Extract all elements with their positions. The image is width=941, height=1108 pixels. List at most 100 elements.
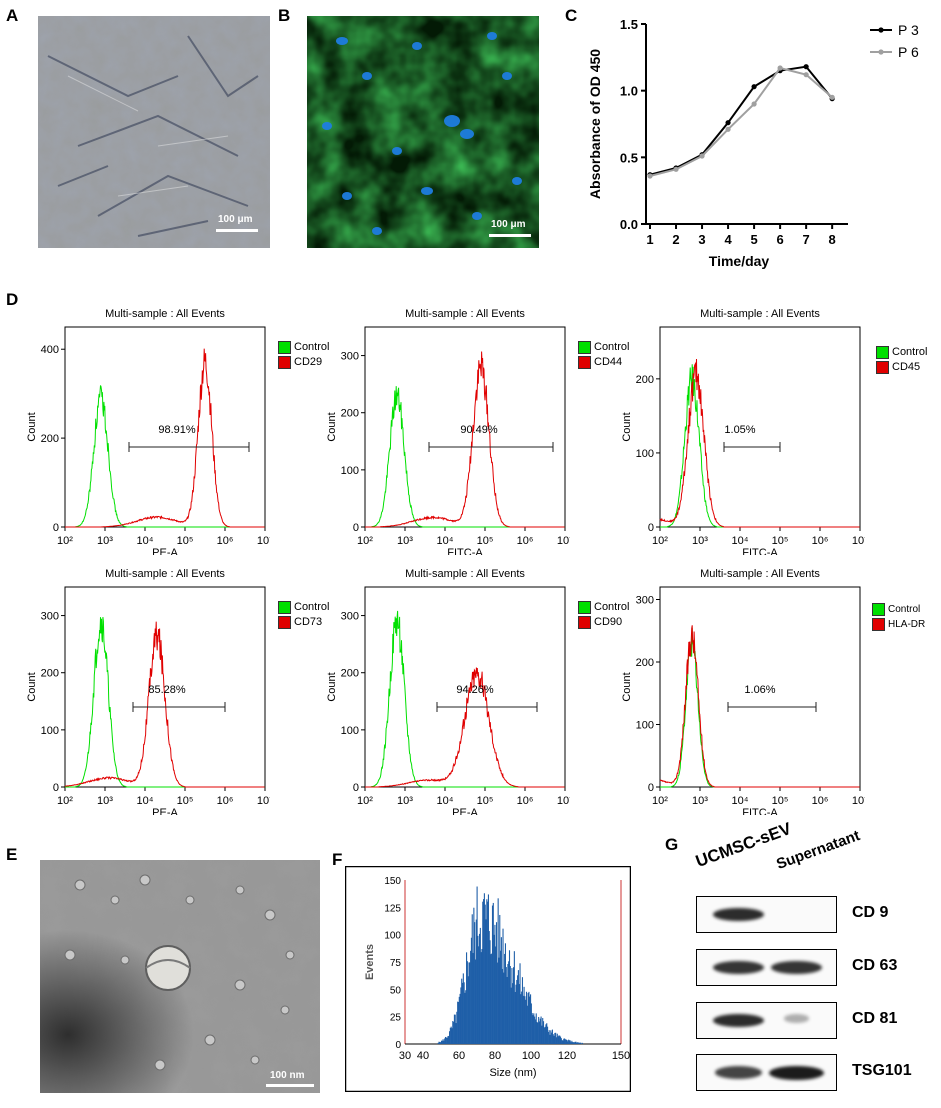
x-axis-label: Size (nm) (489, 1067, 536, 1079)
nta-bar (519, 963, 521, 1044)
nta-bar (514, 991, 516, 1044)
blot-band (783, 1014, 810, 1023)
nta-bar (470, 950, 472, 1044)
x-tick-label: 10³ (97, 795, 113, 807)
y-tick-label: 200 (636, 374, 654, 386)
marker-histogram (659, 358, 860, 528)
histogram-title: Multi-sample : All Events (700, 308, 820, 320)
nta-bar (466, 961, 468, 1044)
nta-bar (542, 1018, 544, 1044)
nta-bar (477, 935, 479, 1044)
x-tick-label: 8 (829, 232, 836, 247)
x-tick-label: 10⁷ (557, 795, 570, 807)
nta-bar (507, 964, 509, 1044)
x-tick-label: 10² (652, 535, 668, 547)
nta-bar (560, 1038, 562, 1044)
x-tick-label: 10⁷ (852, 795, 865, 807)
flow-histogram-hla-dr: Multi-sample : All Events 10² 10³ 10⁴ 10⁵ 10⁶… (621, 568, 865, 815)
blot-label-tsg101: TSG101 (852, 1062, 912, 1079)
nta-bar (524, 996, 526, 1044)
nta-bar (437, 1042, 439, 1044)
nta-bar (508, 961, 510, 1044)
nta-bar (469, 962, 471, 1044)
marker-histogram (365, 667, 565, 788)
legend-label: Control (294, 601, 330, 613)
legend-marker (878, 27, 884, 33)
y-tick-label: 0 (648, 522, 654, 534)
nta-bar (509, 966, 511, 1044)
nta-size-histogram: 0 25 50 75 100 125 150 30 40 60 80 100 120 150 Size (n… (345, 866, 631, 1092)
plot-frame (659, 326, 861, 528)
nta-bar (457, 1001, 459, 1044)
y-tick-label: 100 (41, 725, 59, 737)
nta-bar (516, 979, 518, 1044)
x-axis-label: FITC-A (742, 807, 778, 815)
nta-bar (489, 940, 491, 1044)
x-axis-label: PE-A (452, 807, 478, 815)
nta-bar (487, 901, 489, 1044)
x-tick-label: 10² (57, 535, 73, 547)
flow-histogram-cd44: Multi-sample : All Events 10² 10³ 10⁴ 10⁵ 10⁶… (326, 308, 570, 555)
nta-bar (546, 1023, 548, 1044)
nta-bar (481, 949, 483, 1044)
control-swatch (278, 340, 291, 354)
x-tick-label: 10⁵ (477, 535, 494, 547)
x-tick-label: 4 (724, 232, 732, 247)
y-tick-label: 0.5 (620, 150, 638, 165)
nta-bar (465, 990, 467, 1044)
nta-bar (440, 1040, 443, 1044)
legend-d3: Control CD45 (876, 345, 927, 375)
y-tick-label: 50 (390, 985, 402, 996)
phase-contrast-micrograph: 100 μm (38, 16, 270, 248)
nta-bar (467, 976, 469, 1044)
nta-bar (526, 1005, 528, 1044)
x-tick-label: 10⁵ (772, 535, 789, 547)
flow-histogram-cd73: Multi-sample : All Events 10² 10³ 10⁴ 10⁵ 10⁶… (26, 568, 270, 815)
nta-bar (564, 1039, 566, 1044)
blot-band (769, 1066, 824, 1080)
y-tick-label: 200 (341, 408, 359, 420)
y-axis-label: Count (26, 412, 38, 441)
x-tick-label: 7 (803, 232, 810, 247)
nta-bar (503, 972, 505, 1044)
x-tick-label: 10² (652, 795, 668, 807)
nta-bar (537, 1022, 539, 1044)
nta-bar (504, 953, 506, 1044)
nta-bar (450, 1026, 452, 1044)
blot-label-cd9: CD 9 (852, 904, 889, 921)
data-point (829, 94, 835, 100)
nta-bar (484, 904, 486, 1044)
legend-d1: Control CD29 (278, 340, 329, 370)
nta-bar (475, 919, 477, 1044)
x-tick-label: 10⁷ (257, 795, 270, 807)
scale-bar-b (489, 234, 531, 237)
nta-bar (491, 905, 494, 1044)
x-tick-label: 10⁴ (137, 535, 154, 547)
nta-bar (447, 1036, 449, 1044)
legend-marker (878, 49, 884, 55)
nta-bar (512, 983, 514, 1044)
nta-bar (575, 1041, 577, 1044)
y-tick-label: 125 (384, 903, 401, 914)
nta-bar (441, 1040, 443, 1044)
nta-bar (540, 1016, 542, 1044)
marker-histogram (659, 625, 860, 788)
nta-bar (551, 1032, 553, 1044)
legend-label: CD90 (594, 616, 623, 628)
nta-bar (480, 952, 482, 1044)
x-tick-label: 10⁴ (732, 535, 749, 547)
histogram-title: Multi-sample : All Events (700, 568, 820, 580)
nta-bar (520, 994, 522, 1044)
nta-bar (500, 937, 502, 1044)
data-point (725, 126, 731, 132)
nta-bars (437, 886, 583, 1044)
nta-bar (474, 922, 476, 1044)
control-histogram (65, 617, 265, 788)
nta-bar (528, 991, 530, 1044)
marker-swatch (872, 617, 885, 631)
y-tick-label: 100 (636, 720, 654, 732)
nta-bar (494, 924, 496, 1044)
y-axis-label: Count (621, 412, 633, 441)
flow-histogram-cd90: Multi-sample : All Events 10² 10³ 10⁴ 10⁵ 10⁶… (326, 568, 570, 815)
y-tick-label: 0 (353, 782, 359, 794)
